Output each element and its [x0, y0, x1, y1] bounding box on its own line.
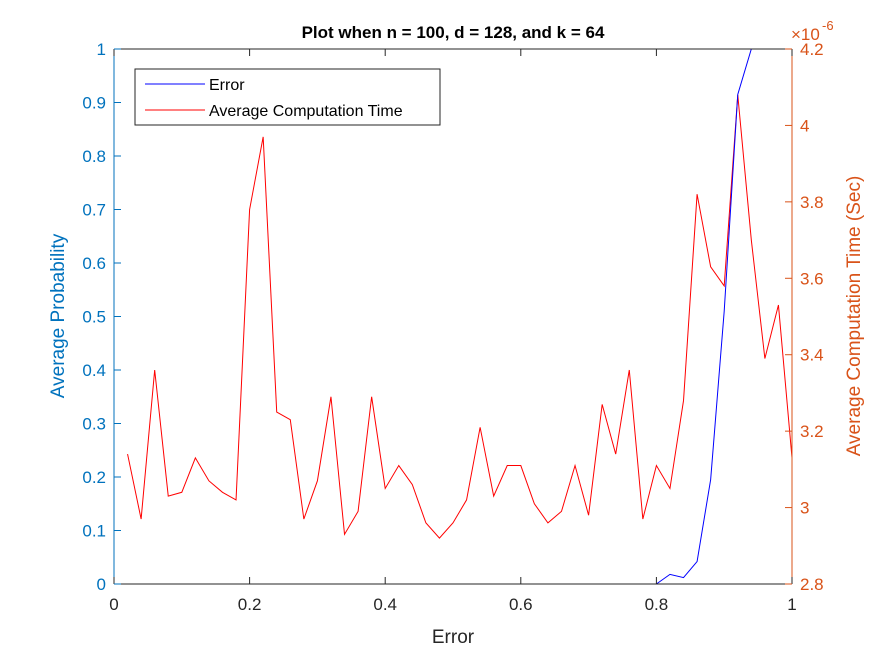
legend-label-error: Error: [209, 77, 245, 94]
left-y-tick-label: 0.5: [82, 308, 106, 327]
series-line-time: [127, 94, 793, 539]
left-axis-label: Average Probability: [48, 233, 69, 398]
x-tick-label: 0.4: [373, 595, 397, 614]
right-y-tick-label: 4: [800, 116, 809, 135]
right-axis-exponent-power: -6: [822, 18, 834, 33]
legend: Error Average Computation Time: [134, 68, 441, 126]
right-y-tick-label: 3: [800, 499, 809, 518]
left-y-tick-label: 0.6: [82, 254, 106, 273]
left-y-tick-label: 0.7: [82, 201, 106, 220]
x-axis-label: Error: [432, 627, 475, 648]
x-tick-label: 0: [109, 595, 118, 614]
x-tick-label: 1: [787, 595, 796, 614]
right-y-tick-label: 3.6: [800, 269, 824, 288]
left-y-tick-label: 0.8: [82, 147, 106, 166]
x-tick-label: 0.6: [509, 595, 533, 614]
left-y-tick-label: 0.9: [82, 94, 106, 113]
right-y-tick-label: 3.4: [800, 346, 824, 365]
right-y-tick-label: 2.8: [800, 575, 824, 594]
x-tick-label: 0.8: [645, 595, 669, 614]
right-y-tick-label: 4.2: [800, 40, 824, 59]
left-y-tick-label: 0.3: [82, 415, 106, 434]
left-y-tick-label: 1: [97, 40, 106, 59]
left-y-tick-label: 0.1: [82, 522, 106, 541]
left-y-tick-label: 0: [97, 575, 106, 594]
plot-area: [114, 49, 792, 584]
right-axis-exponent-base: ×10: [791, 25, 820, 44]
tick-layer: 0 0.2 0.4 0.6 0.8 1 0 0.1 0.2 0.3 0.4 0.5 0.6 0.7 0.8 0…: [82, 40, 823, 614]
x-tick-label: 0.2: [238, 595, 262, 614]
legend-box: [134, 68, 441, 126]
right-axis-label: Average Computation Time (Sec): [844, 176, 865, 457]
right-y-tick-label: 3.8: [800, 193, 824, 212]
left-y-tick-label: 0.4: [82, 361, 106, 380]
legend-label-time: Average Computation Time: [209, 103, 403, 120]
right-y-tick-label: 3.2: [800, 422, 824, 441]
chart-title: Plot when n = 100, d = 128, and k = 64: [302, 23, 605, 42]
left-y-tick-label: 0.2: [82, 468, 106, 487]
